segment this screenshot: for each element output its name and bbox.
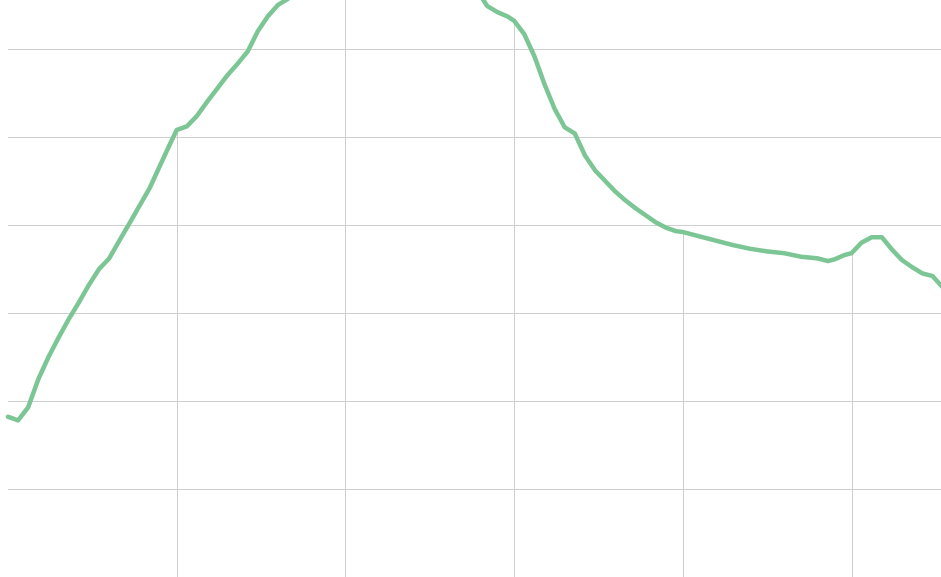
data-series-line xyxy=(5,0,941,423)
gridlines xyxy=(8,0,941,577)
